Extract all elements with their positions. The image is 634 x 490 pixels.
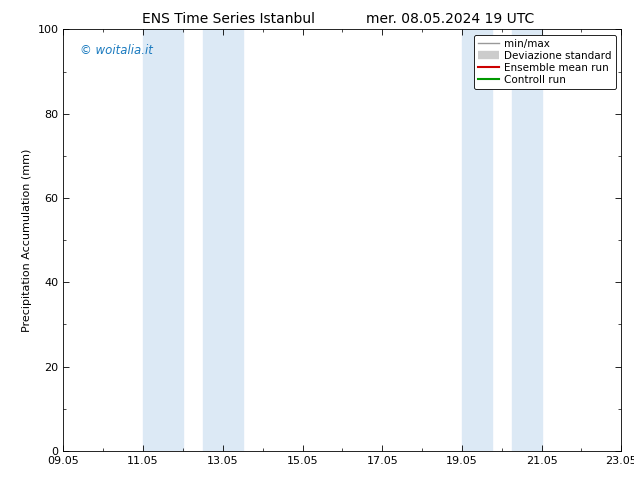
Legend: min/max, Deviazione standard, Ensemble mean run, Controll run: min/max, Deviazione standard, Ensemble m… [474,35,616,89]
Text: mer. 08.05.2024 19 UTC: mer. 08.05.2024 19 UTC [366,12,534,26]
Y-axis label: Precipitation Accumulation (mm): Precipitation Accumulation (mm) [22,148,32,332]
Text: © woitalia.it: © woitalia.it [80,44,153,57]
Bar [462,29,492,451]
Bar [512,29,541,451]
Bar [143,29,183,451]
Bar [203,29,243,451]
Text: ENS Time Series Istanbul: ENS Time Series Istanbul [142,12,314,26]
